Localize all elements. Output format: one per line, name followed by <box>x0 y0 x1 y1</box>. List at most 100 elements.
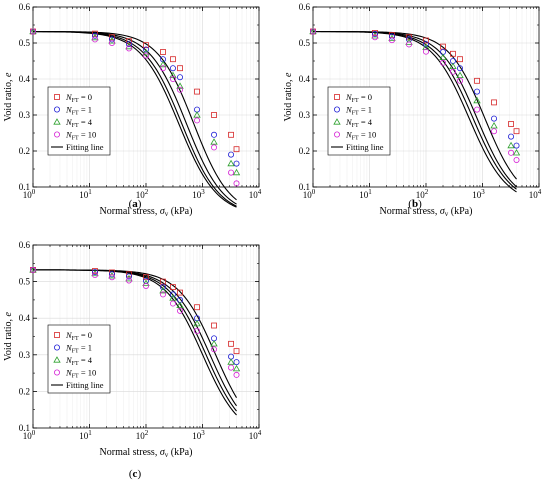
data-point <box>232 168 241 176</box>
chart-panel-1: 100 101 102 103 1040.10.20.30.40.50.6Normal … <box>3 2 262 218</box>
data-point <box>513 156 520 163</box>
data-point <box>388 37 395 44</box>
legend-marker <box>333 118 341 125</box>
data-point <box>169 294 177 301</box>
x-tick-exponent: 4 <box>258 429 262 437</box>
x-axis-label-text: Normal stress, <box>100 206 160 217</box>
legend-label-subscript: FT <box>72 336 79 342</box>
data-point <box>169 291 176 298</box>
data-point <box>228 131 234 138</box>
data-point <box>142 279 150 287</box>
legend-marker <box>333 131 340 138</box>
data-point <box>194 88 200 95</box>
data-point <box>142 48 150 56</box>
data-point <box>160 65 167 72</box>
x-axis-label-text: Normal stress, <box>380 206 440 217</box>
legend-label-value: = 4 <box>79 117 93 127</box>
data-point <box>108 274 115 281</box>
data-point <box>456 71 464 78</box>
legend-label-symbol: N <box>65 330 73 340</box>
legend-label-subscript: FT <box>72 111 79 117</box>
data-point <box>169 76 176 83</box>
data-point <box>211 322 217 329</box>
data-point <box>177 86 184 93</box>
legend-label-value: = 10 <box>79 368 97 378</box>
x-tick-label: 103 <box>192 188 205 200</box>
panel-label-letter: b <box>412 198 418 210</box>
data-point <box>512 148 521 156</box>
x-tick-base: 10 <box>249 190 259 200</box>
data-point <box>450 50 456 57</box>
legend-label: NFT = 10 <box>345 130 376 142</box>
data-point <box>405 41 412 48</box>
legend-label: Fitting line <box>66 142 104 152</box>
data-point <box>422 43 430 50</box>
grid <box>313 7 539 187</box>
x-tick-base: 10 <box>359 190 369 200</box>
y-tick-label: 0.6 <box>299 2 311 12</box>
legend-label-symbol: N <box>65 105 73 115</box>
legend-label-symbol: N <box>65 130 73 140</box>
y-axis-label: Void ratio, e <box>3 72 14 122</box>
y-axis-label-symbol: e <box>3 311 14 316</box>
x-tick-base: 10 <box>416 190 426 200</box>
chart-panel-2: 100 101 102 103 1040.10.20.30.40.50.6Normal … <box>283 2 542 218</box>
y-tick-label: 0.5 <box>19 277 31 287</box>
legend-label-symbol: N <box>65 355 73 365</box>
data-point <box>491 128 498 135</box>
data-point <box>423 37 429 44</box>
data-point <box>92 30 98 37</box>
y-tick-label: 0.1 <box>299 182 310 192</box>
data-point <box>125 273 132 280</box>
panel-label-close: ) <box>137 468 141 480</box>
data-point <box>194 328 201 335</box>
panel-label-letter: c <box>133 468 138 480</box>
data-point <box>491 99 497 106</box>
legend-label-symbol: N <box>65 368 73 378</box>
data-point <box>177 65 183 72</box>
y-axis-label-text: Void ratio, <box>3 77 14 122</box>
legend-label-symbol: N <box>65 343 73 353</box>
x-tick-label: 100 <box>23 429 36 441</box>
data-point <box>457 77 464 84</box>
data-point <box>91 32 98 39</box>
x-tick-exponent: 0 <box>32 429 36 437</box>
legend-label-subscript: FT <box>72 136 79 142</box>
x-tick-label: 104 <box>249 429 262 441</box>
data-point <box>422 48 429 55</box>
data-point <box>177 74 184 81</box>
legend-label-value: = 0 <box>79 92 92 102</box>
legend-label-subscript: FT <box>72 361 79 367</box>
legend-label-value: = 0 <box>79 330 92 340</box>
data-point <box>108 36 115 43</box>
data-point <box>227 159 235 167</box>
fitting-lines <box>32 30 237 208</box>
data-point <box>508 121 514 127</box>
data-point <box>210 340 218 347</box>
x-tick-exponent: 1 <box>88 188 92 196</box>
data-point <box>457 56 463 63</box>
panel-label-letter: a <box>132 198 138 210</box>
legend-marker <box>54 94 60 100</box>
data-point <box>228 364 235 371</box>
data-point <box>233 348 240 355</box>
y-axis: 0.1 0.2 0.3 0.4 0.5 0.6 <box>299 2 539 192</box>
legend-label: Fitting line <box>66 380 104 390</box>
y-tick-label: 0.1 <box>19 423 30 433</box>
x-tick-exponent: 3 <box>201 188 205 196</box>
data-point <box>91 269 98 276</box>
data-point <box>160 284 167 291</box>
y-tick-label: 0.2 <box>19 386 30 396</box>
data-point <box>233 146 240 153</box>
data-point <box>228 169 235 176</box>
y-tick-label: 0.1 <box>19 182 30 192</box>
fitting-line <box>33 269 237 416</box>
legend-label-subscript: FT <box>72 374 79 380</box>
data-point <box>108 271 115 278</box>
panel-label-close: ) <box>138 198 142 210</box>
y-tick-label: 0.4 <box>299 74 311 84</box>
x-tick-label: 104 <box>529 188 542 200</box>
legend-label-value: = 4 <box>359 117 373 127</box>
data-point <box>232 364 241 372</box>
